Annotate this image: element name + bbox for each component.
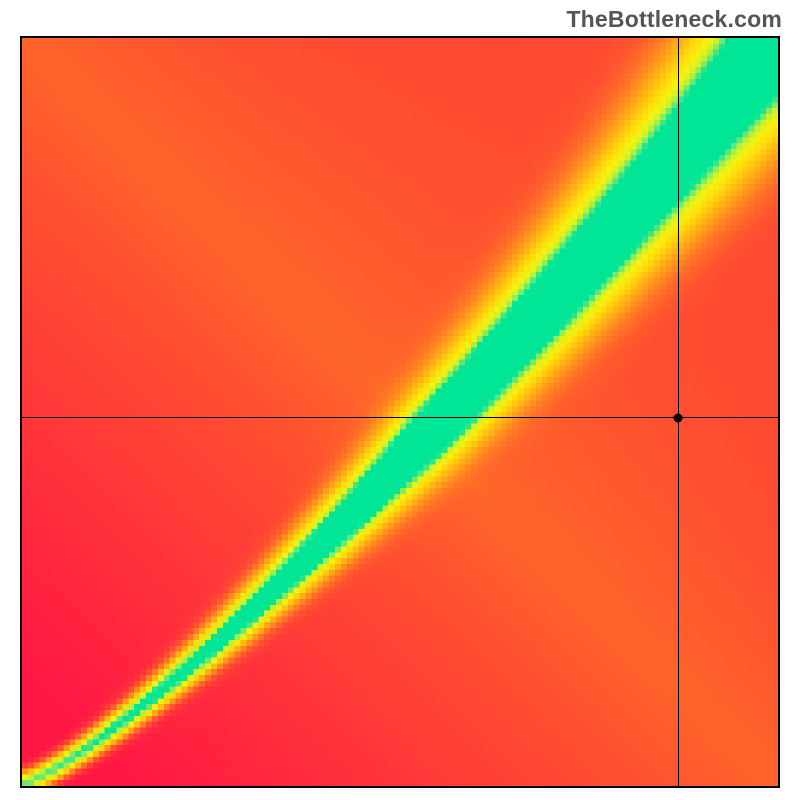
heatmap-canvas <box>22 38 778 786</box>
watermark-text: TheBottleneck.com <box>566 6 782 33</box>
marker-dot <box>674 413 683 422</box>
crosshair-horizontal <box>22 417 778 418</box>
crosshair-vertical <box>678 38 679 786</box>
figure-container: TheBottleneck.com <box>0 0 800 800</box>
